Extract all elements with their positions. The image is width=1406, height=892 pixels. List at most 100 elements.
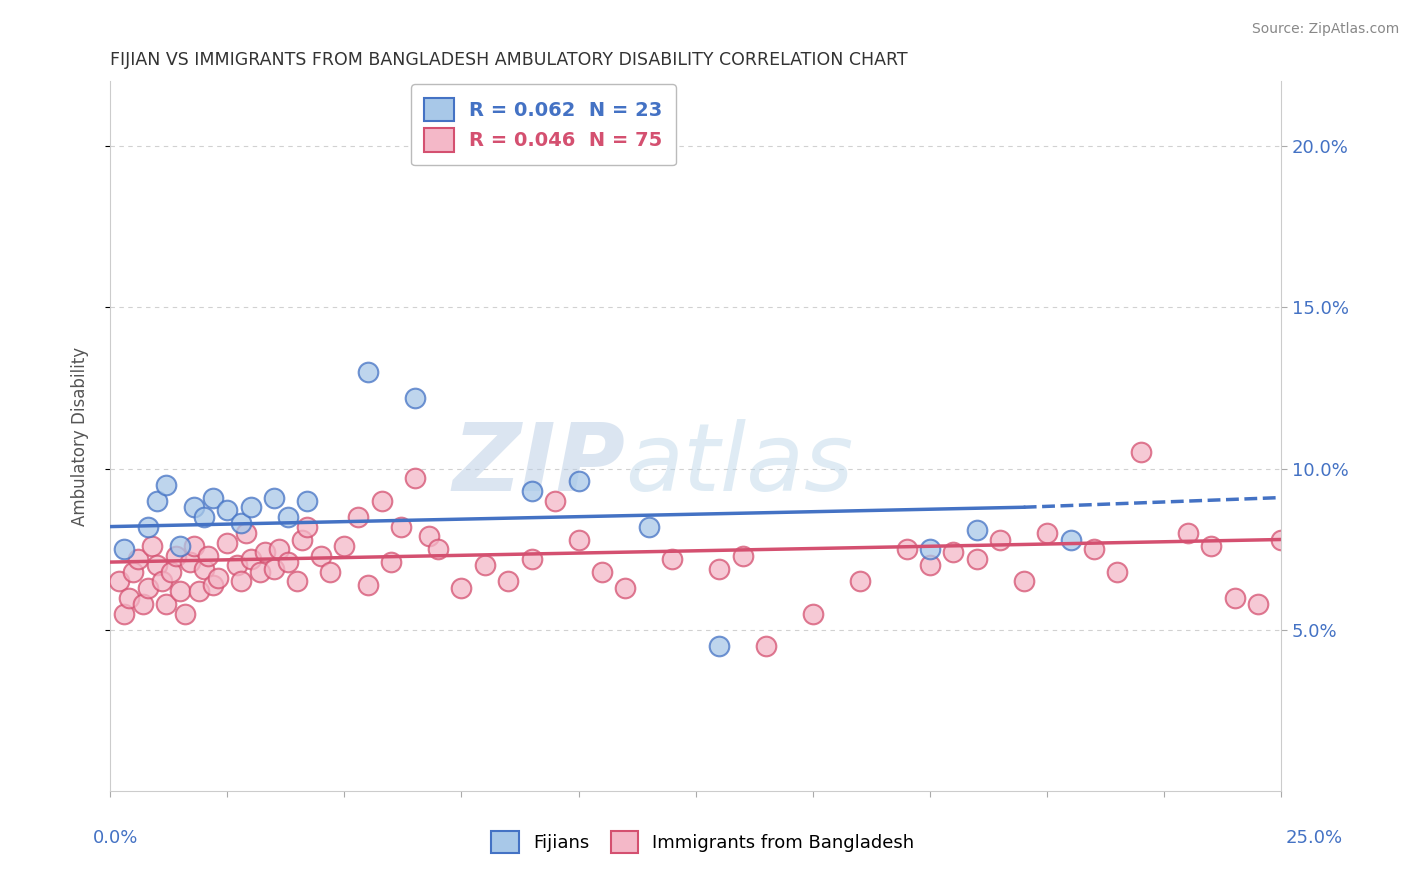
Point xyxy=(918,558,941,573)
Point xyxy=(1223,591,1246,605)
Point xyxy=(217,503,239,517)
Point xyxy=(197,549,219,563)
Point xyxy=(169,539,191,553)
Point xyxy=(568,533,591,547)
Point xyxy=(136,581,159,595)
Point xyxy=(112,607,135,621)
Legend: R = 0.062  N = 23, R = 0.046  N = 75: R = 0.062 N = 23, R = 0.046 N = 75 xyxy=(411,84,676,165)
Text: Source: ZipAtlas.com: Source: ZipAtlas.com xyxy=(1251,22,1399,37)
Point xyxy=(202,577,225,591)
Point xyxy=(295,519,318,533)
Y-axis label: Ambulatory Disability: Ambulatory Disability xyxy=(72,347,89,525)
Point xyxy=(127,552,149,566)
Point xyxy=(848,574,870,589)
Point xyxy=(418,529,440,543)
Point xyxy=(1270,533,1292,547)
Point xyxy=(404,391,426,405)
Point xyxy=(239,500,262,515)
Point xyxy=(309,549,332,563)
Text: atlas: atlas xyxy=(626,419,853,510)
Point xyxy=(450,581,472,595)
Point xyxy=(235,526,257,541)
Point xyxy=(544,493,567,508)
Point xyxy=(122,565,145,579)
Point xyxy=(591,565,613,579)
Point xyxy=(474,558,496,573)
Point xyxy=(150,574,173,589)
Point xyxy=(174,607,197,621)
Point xyxy=(357,577,380,591)
Text: 0.0%: 0.0% xyxy=(93,830,138,847)
Point xyxy=(155,477,177,491)
Point xyxy=(207,571,229,585)
Text: FIJIAN VS IMMIGRANTS FROM BANGLADESH AMBULATORY DISABILITY CORRELATION CHART: FIJIAN VS IMMIGRANTS FROM BANGLADESH AMB… xyxy=(110,51,908,69)
Point xyxy=(942,545,965,559)
Legend: Fijians, Immigrants from Bangladesh: Fijians, Immigrants from Bangladesh xyxy=(484,824,922,861)
Point xyxy=(193,510,215,524)
Point xyxy=(389,519,412,533)
Point xyxy=(231,574,253,589)
Point xyxy=(638,519,661,533)
Point xyxy=(118,591,141,605)
Point xyxy=(249,565,271,579)
Point xyxy=(333,539,356,553)
Point xyxy=(146,493,169,508)
Point xyxy=(295,493,318,508)
Point xyxy=(404,471,426,485)
Point xyxy=(966,523,988,537)
Point xyxy=(202,491,225,505)
Point xyxy=(1059,533,1081,547)
Point xyxy=(169,584,191,599)
Point xyxy=(755,639,778,653)
Point xyxy=(160,565,183,579)
Point xyxy=(155,597,177,611)
Point xyxy=(277,555,299,569)
Point xyxy=(253,545,276,559)
Point xyxy=(1129,445,1152,459)
Point xyxy=(427,542,450,557)
Point xyxy=(225,558,247,573)
Point xyxy=(357,365,380,379)
Point xyxy=(801,607,824,621)
Point xyxy=(661,552,683,566)
Point xyxy=(1012,574,1035,589)
Point xyxy=(183,539,205,553)
Point xyxy=(1107,565,1129,579)
Point xyxy=(371,493,394,508)
Text: 25.0%: 25.0% xyxy=(1286,830,1343,847)
Point xyxy=(568,475,591,489)
Point xyxy=(231,516,253,531)
Point xyxy=(287,574,309,589)
Point xyxy=(108,574,131,589)
Point xyxy=(614,581,637,595)
Point xyxy=(1247,597,1270,611)
Point xyxy=(263,561,285,575)
Point xyxy=(112,542,135,557)
Point xyxy=(707,561,730,575)
Point xyxy=(132,597,155,611)
Point xyxy=(319,565,342,579)
Point xyxy=(1083,542,1105,557)
Point xyxy=(165,549,187,563)
Point xyxy=(918,542,941,557)
Point xyxy=(731,549,754,563)
Point xyxy=(520,484,543,499)
Point xyxy=(141,539,163,553)
Point xyxy=(277,510,299,524)
Point xyxy=(1199,539,1222,553)
Text: ZIP: ZIP xyxy=(453,418,626,510)
Point xyxy=(520,552,543,566)
Point xyxy=(966,552,988,566)
Point xyxy=(347,510,370,524)
Point xyxy=(267,542,290,557)
Point xyxy=(263,491,285,505)
Point xyxy=(707,639,730,653)
Point xyxy=(188,584,211,599)
Point xyxy=(146,558,169,573)
Point xyxy=(1036,526,1059,541)
Point xyxy=(498,574,520,589)
Point xyxy=(217,535,239,549)
Point xyxy=(291,533,314,547)
Point xyxy=(193,561,215,575)
Point xyxy=(896,542,918,557)
